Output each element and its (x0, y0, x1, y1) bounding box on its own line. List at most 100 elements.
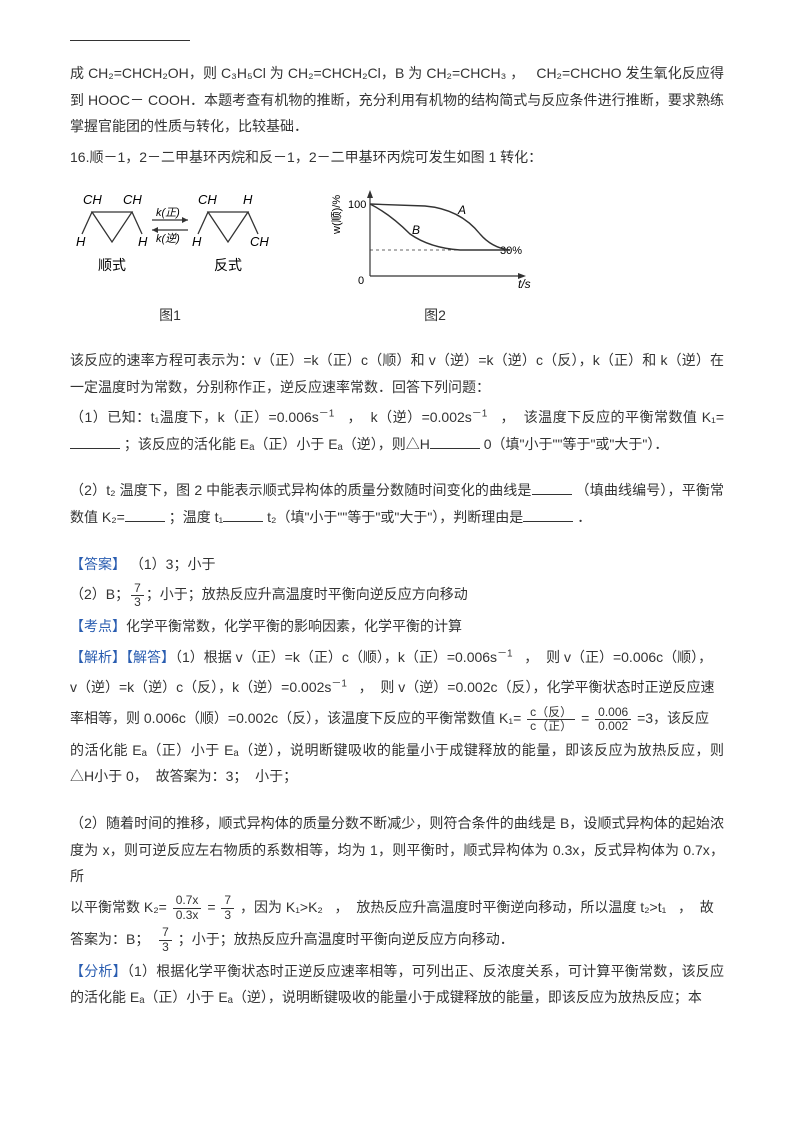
fenxi-label: 【分析】 (70, 963, 127, 979)
fig1-ch-2: CH (123, 192, 142, 207)
figure-caption-row: 图1 图2 (70, 302, 724, 329)
jiexi-label1: 【解析】 (70, 649, 126, 665)
answer-2: （2）B；73；小于；放热反应升高温度时平衡向逆反应方向移动 (70, 581, 724, 609)
blank-k1 (70, 433, 120, 448)
fig2-0: 0 (358, 275, 364, 287)
jx-p2a: v（逆）=k（逆）c（反），k（逆）=0.002s (70, 679, 331, 695)
answer-1: （1）3；小于 (130, 556, 216, 572)
answer-2b: ；小于；放热反应升高温度时平衡向逆反应方向移动 (146, 586, 468, 602)
blank-reason (523, 507, 573, 522)
blank-k2 (125, 507, 165, 522)
q1-b: ， (347, 409, 361, 425)
intro-text-2: COOH．本题考查有机物的推断，充分利用有机物的结构简式与反应条件进行推断，要求… (70, 92, 724, 135)
intro-text-1: 成 CH₂=CHCH₂OH，则 C₃H₅Cl 为 CH₂=CHCH₂Cl，B 为… (70, 65, 506, 81)
exp3: －1 (497, 648, 513, 659)
jx-p3a: 率相等，则 0.006c（顺）=0.002c（反），该温度下反应的平衡常数值 K… (70, 710, 521, 726)
jx-p1c: 则 v（正）=0.006c（顺）， (546, 649, 712, 665)
jx-p6d: ， (335, 899, 349, 915)
fig1-krev: k(逆) (156, 232, 180, 245)
fig1-ch-3: CH (198, 192, 217, 207)
q1-a: （1）已知：t₁温度下，k（正）=0.006s (70, 409, 319, 425)
frac-cfan-czheng: c（反）c（正） (527, 706, 575, 733)
header-rule (70, 40, 190, 41)
q16-q1: （1）已知：t₁温度下，k（正）=0.006s－1 ， k（逆）=0.002s－… (70, 404, 724, 457)
fig1-ch-1: CH (83, 192, 102, 207)
jx-p4c: 小于； (255, 768, 297, 784)
jx-p2b: ， (359, 679, 373, 695)
figure-1-svg: CH CH H H 顺式 k(正) k(逆) CH H H CH 反式 (70, 184, 270, 294)
fig1-caption: 图1 (70, 302, 270, 329)
exp2: －1 (472, 409, 488, 420)
fig2-a: A (457, 203, 466, 217)
jiexi-label2: 【解答】 (126, 649, 175, 665)
q1-d: ， (500, 409, 514, 425)
answer-block: 【答案】 （1）3；小于 (70, 551, 724, 578)
answer-label: 【答案】 (70, 556, 126, 572)
jx-p3c: =3，该反应 (637, 710, 709, 726)
jx-p4b: 故答案为：3； (156, 768, 248, 784)
figure-2-svg: w(顺)/% 100 30% 0 t/s A B (330, 184, 540, 294)
frac-7-3-c: 73 (159, 926, 172, 953)
jx-p6b: = (207, 899, 215, 915)
jx-p2c: 则 v（逆）=0.002c（反），化学平衡状态时正逆反应速 (380, 679, 714, 695)
jiexi-p7: 答案为：B； 73 ；小于；放热反应升高温度时平衡向逆反应方向移动． (70, 926, 724, 954)
exp1: －1 (319, 409, 335, 420)
jx-p1b: ， (524, 649, 538, 665)
fig2-caption: 图2 (330, 302, 540, 329)
jx-p7b: ；小于；放热反应升高温度时平衡向逆反应方向移动． (178, 931, 514, 947)
frac-006-002: 0.0060.002 (595, 706, 631, 733)
jiexi-p1: 【解析】【解答】（1）根据 v（正）=k（正）c（顺），k（正）=0.006s－… (70, 644, 724, 671)
jiexi-p5: （2）随着时间的推移，顺式异构体的质量分数不断减少，则符合条件的曲线是 B，设顺… (70, 810, 724, 890)
q2-e: ． (577, 509, 591, 525)
q1-h: 0（填"小于""等于"或"大于"）． (484, 436, 669, 452)
jiexi-p2: v（逆）=k（逆）c（反），k（逆）=0.002s－1 ， 则 v（逆）=0.0… (70, 674, 724, 701)
fig2-30: 30% (500, 245, 522, 257)
fig1-ch-4: CH (250, 234, 269, 249)
fig1-h-1: H (76, 234, 86, 249)
kaodian: 【考点】化学平衡常数，化学平衡的影响因素，化学平衡的计算 (70, 613, 724, 640)
frac-7-3-b: 73 (221, 894, 234, 921)
figure-row: CH CH H H 顺式 k(正) k(逆) CH H H CH 反式 w(顺)… (70, 184, 724, 294)
kaodian-text: 化学平衡常数，化学平衡的影响因素，化学平衡的计算 (126, 618, 462, 634)
jx-p6f: ， (678, 899, 692, 915)
jx-p6e: 放热反应升高温度时平衡逆向移动，所以温度 t₂>t₁ (356, 899, 666, 915)
jx-p6c: ，因为 K₁>K₂ (240, 899, 323, 915)
rate-desc: 该反应的速率方程可表示为：v（正）=k（正）c（顺）和 v（逆）=k（逆）c（反… (70, 347, 724, 400)
exp4: －1 (331, 679, 347, 690)
q1-f: K₁= (702, 409, 724, 425)
jiexi-p6: 以平衡常数 K₂= 0.7x0.3x = 73 ，因为 K₁>K₂ ， 放热反应… (70, 894, 724, 922)
fig1-h-4: H (192, 234, 202, 249)
q16-q2: （2）t₂ 温度下，图 2 中能表示顺式异构体的质量分数随时间变化的曲线是 （填… (70, 477, 724, 530)
q2-a: （2）t₂ 温度下，图 2 中能表示顺式异构体的质量分数随时间变化的曲线是 (70, 482, 532, 498)
fig1-h-3: H (243, 192, 253, 207)
q1-e: 该温度下反应的平衡常数值 (524, 409, 698, 425)
jx-p6a: 以平衡常数 K₂= (70, 899, 167, 915)
blank-curve (532, 480, 572, 495)
q16-title: 16.顺－1，2－二甲基环丙烷和反－1，2－二甲基环丙烷可发生如图 1 转化： (70, 144, 724, 171)
fig1-kfwd: k(正) (156, 207, 180, 219)
fig2-b: B (412, 223, 420, 237)
fig2-ylabel: w(顺)/% (330, 195, 343, 235)
blank-dh (430, 433, 480, 448)
jx-p6g: 故 (700, 899, 714, 915)
frac-07x-03x: 0.7x0.3x (173, 894, 202, 921)
jx-p1a: （1）根据 v（正）=k（正）c（顺），k（正）=0.006s (175, 649, 497, 665)
q2-d: t₂（填"小于""等于"或"大于"），判断理由是 (267, 509, 523, 525)
fenxi-text: （1）根据化学平衡状态时正逆反应速率相等，可列出正、反浓度关系，可计算平衡常数，… (70, 963, 724, 1006)
jiexi-p3: 率相等，则 0.006c（顺）=0.002c（反），该温度下反应的平衡常数值 K… (70, 705, 724, 733)
q2-c: ；温度 t₁ (169, 509, 224, 525)
jx-p3b: = (581, 710, 589, 726)
frac-7-3-a: 73 (131, 582, 144, 609)
jiexi-p4: 的活化能 Eₐ（正）小于 Eₐ（逆），说明断键吸收的能量小于成键释放的能量，即该… (70, 737, 724, 790)
fig2-xlabel: t/s (518, 277, 531, 291)
answer-2a: （2）B； (70, 586, 129, 602)
fig1-fan: 反式 (214, 257, 242, 273)
fig1-shun: 顺式 (98, 257, 126, 273)
jx-p7a: 答案为：B； (70, 931, 149, 947)
fig2-100: 100 (348, 199, 366, 211)
kaodian-label: 【考点】 (70, 618, 126, 634)
fenxi: 【分析】（1）根据化学平衡状态时正逆反应速率相等，可列出正、反浓度关系，可计算平… (70, 958, 724, 1011)
intro-para: 成 CH₂=CHCH₂OH，则 C₃H₅Cl 为 CH₂=CHCH₂Cl，B 为… (70, 60, 724, 140)
intro-text-1b: ， (510, 65, 524, 81)
q1-c: k（逆）=0.002s (371, 409, 472, 425)
